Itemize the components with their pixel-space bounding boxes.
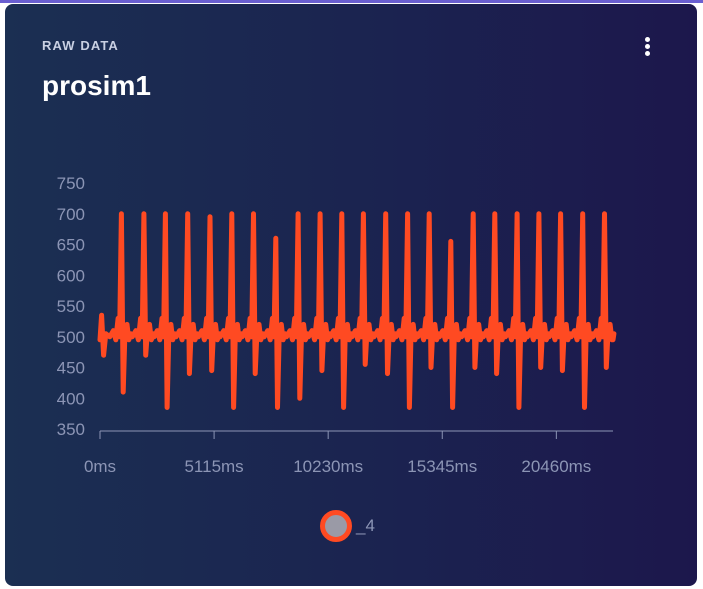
x-tick-label: 5115ms xyxy=(184,457,243,476)
line-chart: 350 400 450 500 550 600 650 700 750 0ms 5115ms 102… xyxy=(57,174,617,476)
x-axis: 0ms 5115ms 10230ms 15345ms 20460ms xyxy=(84,430,613,476)
y-tick-label: 400 xyxy=(57,389,85,408)
raw-data-card: RAW DATA prosim1 350 400 450 500 550 600 650 70… xyxy=(5,4,697,586)
y-tick-label: 600 xyxy=(57,266,85,285)
vertical-dots-icon[interactable] xyxy=(639,34,657,60)
y-tick-label: 350 xyxy=(57,420,85,439)
y-tick-label: 750 xyxy=(57,174,85,193)
y-tick-label: 450 xyxy=(57,359,85,378)
y-tick-label: 700 xyxy=(57,205,85,224)
y-tick-label: 550 xyxy=(57,297,85,316)
y-tick-label: 500 xyxy=(57,328,85,347)
y-axis: 350 400 450 500 550 600 650 700 750 xyxy=(57,174,85,439)
x-tick-label: 10230ms xyxy=(293,457,363,476)
x-tick-label: 15345ms xyxy=(407,457,477,476)
legend-label: _4 xyxy=(356,516,375,535)
legend-marker-icon xyxy=(320,510,352,542)
x-tick-label: 20460ms xyxy=(521,457,591,476)
series-line xyxy=(97,211,617,410)
x-tick-label: 0ms xyxy=(84,457,116,476)
card-title: prosim1 xyxy=(42,70,151,101)
y-tick-label: 650 xyxy=(57,236,85,255)
card-eyebrow: RAW DATA xyxy=(42,38,119,53)
top-accent-bar xyxy=(0,0,703,3)
